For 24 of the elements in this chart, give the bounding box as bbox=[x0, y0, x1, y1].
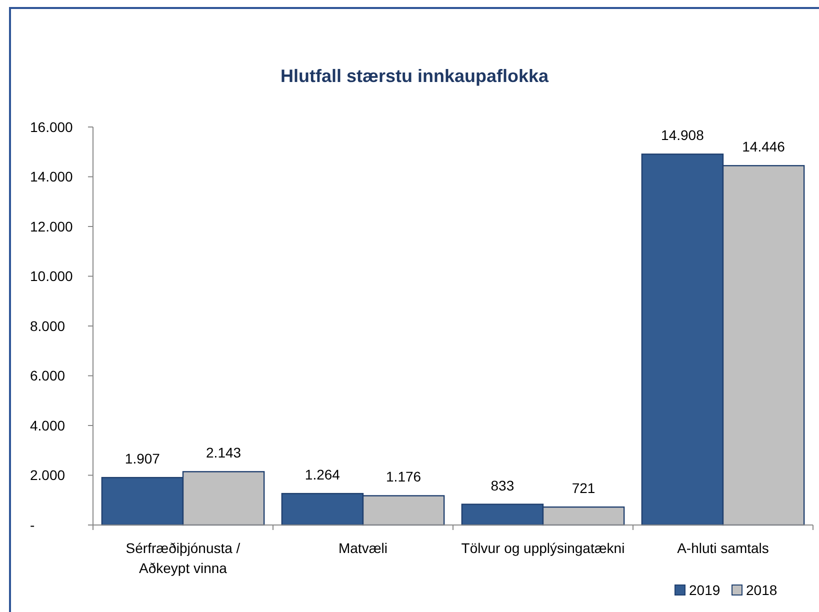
data-label: 833 bbox=[490, 477, 514, 494]
y-tick-label: - bbox=[30, 516, 35, 533]
x-tick-label: Matvæli bbox=[338, 540, 388, 556]
y-tick-label: 14.000 bbox=[30, 168, 74, 185]
x-tick-label: Tölvur og upplýsingatækni bbox=[461, 540, 625, 556]
data-label: 721 bbox=[572, 480, 596, 496]
data-label: 14.446 bbox=[742, 138, 786, 155]
legend-label: 2019 bbox=[689, 582, 720, 598]
y-tick-label: 16.000 bbox=[30, 118, 74, 135]
data-label: 14.908 bbox=[661, 127, 704, 144]
legend-label: 2018 bbox=[746, 582, 778, 598]
chart-title: Hlutfall stærstu innkaupaflokka bbox=[280, 66, 550, 86]
y-tick-label: 8.000 bbox=[30, 318, 66, 334]
data-label: 2.143 bbox=[206, 444, 242, 461]
y-tick-label: 10.000 bbox=[30, 268, 74, 284]
x-tick-label: A-hluti samtals bbox=[677, 540, 769, 556]
y-tick-label: 4.000 bbox=[30, 417, 66, 434]
x-tick-label: Sérfræðiþjónusta / Aðkeypt vinna bbox=[126, 540, 240, 576]
data-label: 1.176 bbox=[386, 468, 422, 485]
y-tick-label: 2.000 bbox=[30, 467, 66, 484]
data-label: 1.264 bbox=[304, 466, 340, 483]
data-label: 1.907 bbox=[124, 450, 160, 467]
y-tick-label: 12.000 bbox=[30, 218, 74, 234]
y-tick-label: 6.000 bbox=[30, 368, 66, 384]
